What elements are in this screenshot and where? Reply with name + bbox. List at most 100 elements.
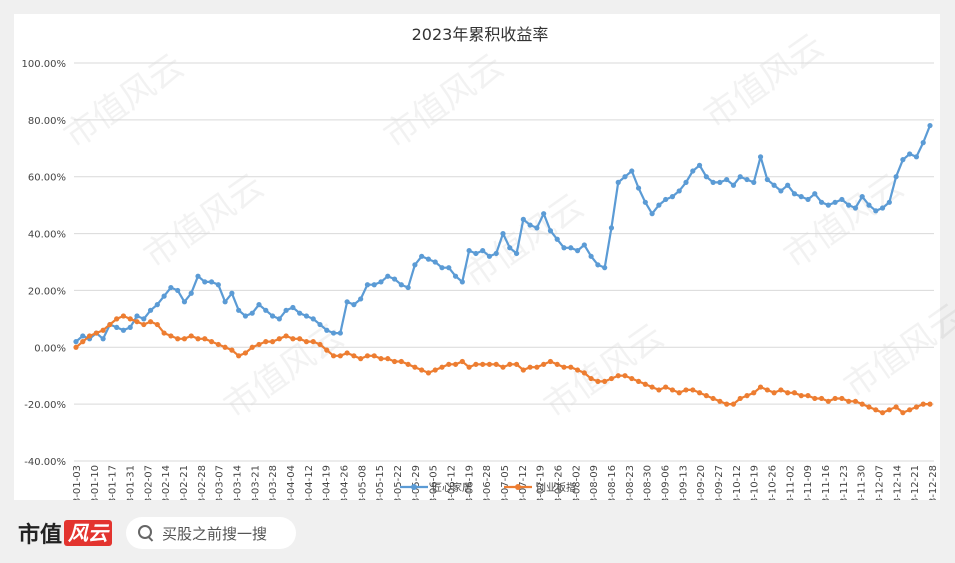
- x-tick-label: 2023-12-14: [892, 465, 903, 500]
- data-point: [385, 273, 391, 279]
- data-point: [785, 182, 791, 188]
- x-tick-label: 2023-07-26: [554, 465, 565, 500]
- x-tick-label: 2023-02-21: [179, 465, 190, 500]
- data-point: [520, 216, 526, 222]
- legend-item: 创业板指: [504, 481, 576, 494]
- x-tick-label: 2023-08-23: [625, 465, 636, 500]
- data-point: [798, 393, 804, 399]
- data-point: [473, 361, 479, 367]
- data-point: [466, 248, 472, 254]
- data-point: [846, 202, 852, 208]
- data-point: [642, 199, 648, 205]
- data-point: [337, 353, 343, 359]
- x-tick-label: 2023-11-30: [857, 465, 868, 500]
- data-point: [371, 353, 377, 359]
- data-point: [595, 262, 601, 268]
- data-point: [100, 336, 106, 342]
- data-point: [398, 358, 404, 365]
- data-point: [256, 341, 262, 348]
- x-tick-label: 2023-10-26: [768, 465, 779, 500]
- data-point: [629, 168, 635, 174]
- data-point: [215, 282, 221, 288]
- data-point: [663, 384, 669, 390]
- data-point: [222, 299, 228, 305]
- data-point: [791, 191, 798, 197]
- data-point: [608, 375, 615, 382]
- data-point: [80, 339, 86, 345]
- search-box[interactable]: 买股之前搜一搜: [126, 517, 296, 549]
- x-tick-label: 2023-11-16: [821, 465, 832, 500]
- x-tick-label: 2023-04-04: [286, 465, 297, 500]
- data-point: [913, 154, 920, 160]
- data-point: [236, 307, 242, 313]
- data-point: [602, 378, 608, 384]
- data-point: [832, 199, 838, 205]
- data-point: [175, 287, 181, 294]
- data-point: [425, 370, 432, 376]
- data-point: [236, 353, 242, 359]
- data-point: [412, 262, 418, 268]
- data-point: [730, 401, 737, 407]
- data-point: [310, 316, 316, 322]
- data-point: [547, 358, 554, 365]
- chart-title: 2023年累积收益率: [412, 25, 549, 44]
- series-0: [73, 122, 933, 345]
- data-point: [629, 375, 635, 382]
- x-tick-label: 2023-01-10: [90, 465, 101, 500]
- data-point: [785, 390, 791, 396]
- brand-prefix: 市值: [18, 522, 63, 548]
- x-tick-label: 2023-09-06: [661, 465, 672, 500]
- data-point: [615, 179, 621, 185]
- data-point: [866, 202, 872, 208]
- data-point: [703, 393, 709, 399]
- data-point: [371, 282, 377, 288]
- data-point: [920, 401, 926, 407]
- data-point: [757, 154, 764, 160]
- data-point: [344, 299, 350, 305]
- data-point: [188, 290, 194, 296]
- data-point: [391, 276, 398, 282]
- data-point: [439, 364, 445, 370]
- data-point: [330, 330, 337, 336]
- data-point: [852, 205, 859, 211]
- data-point: [276, 336, 282, 342]
- x-tick-label: 2023-03-21: [250, 465, 261, 500]
- data-point: [290, 304, 296, 311]
- data-point: [493, 250, 499, 257]
- x-tick-label: 2023-02-28: [197, 465, 208, 500]
- data-point: [710, 179, 716, 185]
- legend-label: 创业板指: [536, 481, 576, 494]
- data-point: [581, 370, 587, 376]
- data-point: [317, 321, 323, 328]
- data-point: [208, 339, 215, 345]
- data-point: [744, 176, 750, 183]
- data-point: [513, 250, 520, 257]
- data-point: [141, 321, 147, 328]
- data-point: [378, 279, 384, 285]
- data-point: [710, 395, 716, 402]
- x-tick-label: 2023-09-13: [678, 465, 689, 500]
- x-tick-label: 2023-02-14: [161, 465, 172, 500]
- x-tick-label: 2023-05-15: [375, 465, 386, 500]
- data-point: [480, 361, 486, 367]
- data-point: [907, 151, 913, 157]
- data-point: [642, 381, 648, 387]
- x-tick-label: 2023-04-19: [322, 465, 333, 500]
- data-point: [181, 336, 188, 342]
- data-point: [127, 324, 133, 330]
- data-point: [676, 390, 682, 396]
- data-point: [568, 245, 574, 251]
- data-point: [208, 279, 215, 285]
- data-point: [147, 307, 154, 313]
- data-point: [500, 230, 506, 237]
- data-point: [493, 361, 499, 367]
- data-point: [541, 361, 547, 367]
- data-point: [303, 339, 310, 345]
- data-point: [127, 316, 133, 322]
- data-point: [825, 202, 831, 208]
- data-point: [344, 350, 350, 356]
- x-tick-label: 2023-11-23: [839, 465, 850, 500]
- x-tick-label: 2023-01-31: [126, 465, 137, 500]
- data-point: [215, 341, 221, 348]
- data-point: [303, 313, 310, 319]
